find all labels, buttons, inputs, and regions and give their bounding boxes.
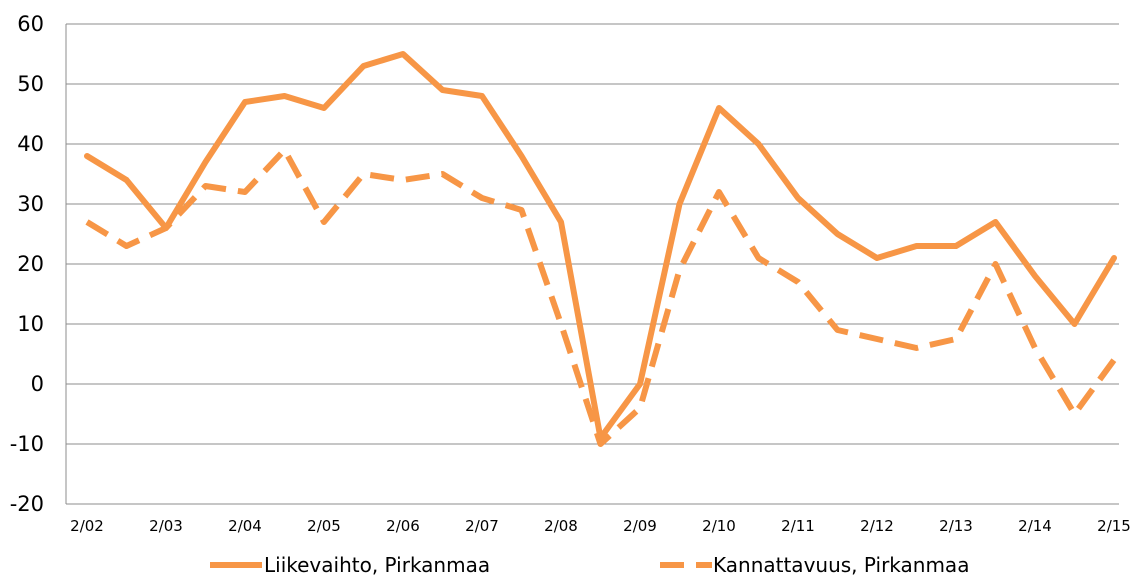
y-axis-tick-labels: -20 -10 0 10 20 30 40 50 60: [10, 12, 44, 516]
x-tick-label: 2/14: [1018, 517, 1052, 535]
x-tick-label: 2/03: [149, 517, 183, 535]
y-tick-label: 10: [17, 312, 44, 336]
x-tick-label: 2/02: [70, 517, 104, 535]
x-tick-label: 2/13: [939, 517, 973, 535]
x-axis-tick-labels: 2/02 2/03 2/04 2/05 2/06 2/07 2/08 2/09 2/10 2/11…: [70, 517, 1131, 535]
y-tick-label: 50: [17, 72, 44, 96]
y-tick-label: 60: [17, 12, 44, 36]
y-tick-label: 0: [31, 372, 44, 396]
legend: Liikevaihto, Pirkanmaa Kannattavuus, Pirk…: [210, 553, 969, 577]
x-tick-label: 2/05: [307, 517, 341, 535]
x-tick-label: 2/11: [781, 517, 815, 535]
y-tick-label: 30: [17, 192, 44, 216]
x-tick-label: 2/04: [228, 517, 262, 535]
x-tick-label: 2/06: [386, 517, 420, 535]
x-tick-label: 2/12: [860, 517, 894, 535]
x-tick-label: 2/08: [544, 517, 578, 535]
y-tick-label: 20: [17, 252, 44, 276]
legend-label: Kannattavuus, Pirkanmaa: [713, 553, 969, 577]
series-lines: [84, 51, 1117, 447]
x-tick-label: 2/09: [623, 517, 657, 535]
series-line-2: [85, 147, 1117, 447]
x-tick-label: 2/10: [702, 517, 736, 535]
legend-label: Liikevaihto, Pirkanmaa: [264, 553, 490, 577]
y-tick-label: -10: [10, 432, 44, 456]
y-tick-label: 40: [17, 132, 44, 156]
x-tick-label: 2/07: [465, 517, 499, 535]
gridlines: [65, 23, 1119, 505]
x-tick-label: 2/15: [1097, 517, 1131, 535]
series-line-1: [84, 51, 1117, 441]
y-tick-label: -20: [10, 492, 44, 516]
